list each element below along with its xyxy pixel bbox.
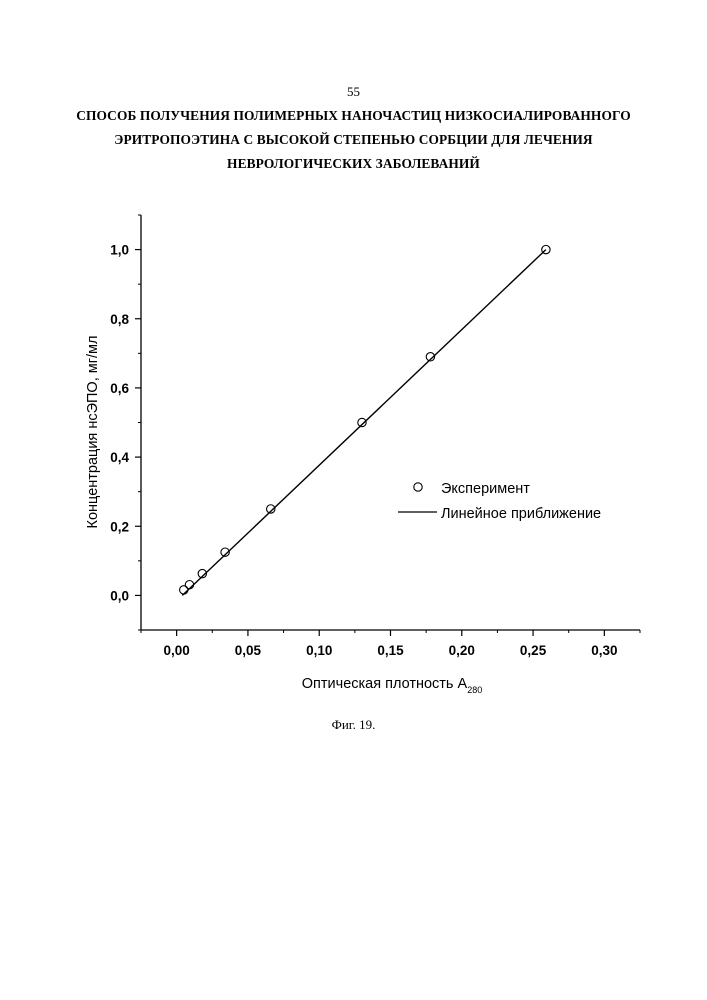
x-tick-label: 0,00 [164,643,190,658]
x-tick-label: 0,10 [306,643,332,658]
x-axis-label-subscript: 280 [467,685,482,695]
x-axis-label-main: Оптическая плотность A [302,676,468,692]
legend-label-fit: Линейное приближение [441,506,601,522]
x-tick-label: 0,30 [591,643,617,658]
data-point [180,586,188,594]
y-tick-label: 0,8 [110,312,129,327]
y-tick-label: 0,0 [110,588,129,603]
x-tick-label: 0,20 [449,643,475,658]
x-tick-label: 0,15 [377,643,404,658]
legend-label-experiment: Эксперимент [441,481,530,497]
figure-caption: Фиг. 19. [0,717,707,733]
legend-marker-experiment [414,483,422,491]
axis-ticks: 0,00 0,05 0,10 0,15 0,20 0,25 0,30 0,0 0,2 0,4 0,6… [110,215,640,658]
legend: Эксперимент Линейное приближение [398,481,601,522]
x-tick-label: 0,05 [235,643,262,658]
y-tick-label: 0,4 [110,450,129,465]
fit-line-layer [182,250,546,596]
x-axis-label: Оптическая плотность A280 [302,676,482,695]
y-tick-label: 0,2 [110,519,129,534]
y-tick-label: 1,0 [110,243,129,258]
data-point [185,580,193,588]
fit-line [182,250,546,596]
y-tick-label: 0,6 [110,381,129,396]
x-tick-label: 0,25 [520,643,547,658]
y-axis-label: Концентрация нсЭПО, мг/мл [85,336,101,529]
